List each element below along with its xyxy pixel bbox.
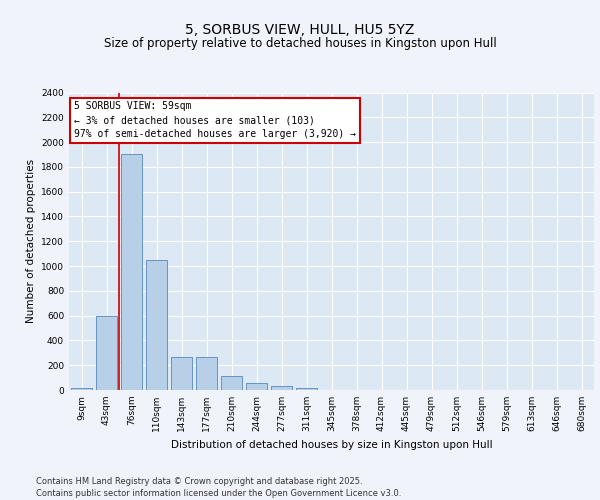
Bar xyxy=(271,386,292,390)
Bar xyxy=(171,356,192,390)
Bar xyxy=(221,376,242,390)
Text: Contains HM Land Registry data © Crown copyright and database right 2025.
Contai: Contains HM Land Registry data © Crown c… xyxy=(36,476,401,498)
Bar xyxy=(246,383,267,390)
Bar xyxy=(96,316,117,390)
Y-axis label: Number of detached properties: Number of detached properties xyxy=(26,159,35,324)
Bar xyxy=(146,260,167,390)
Bar xyxy=(196,356,217,390)
X-axis label: Distribution of detached houses by size in Kingston upon Hull: Distribution of detached houses by size … xyxy=(170,440,493,450)
Text: 5, SORBUS VIEW, HULL, HU5 5YZ: 5, SORBUS VIEW, HULL, HU5 5YZ xyxy=(185,22,415,36)
Bar xyxy=(296,388,317,390)
Text: 5 SORBUS VIEW: 59sqm
← 3% of detached houses are smaller (103)
97% of semi-detac: 5 SORBUS VIEW: 59sqm ← 3% of detached ho… xyxy=(74,102,356,140)
Text: Size of property relative to detached houses in Kingston upon Hull: Size of property relative to detached ho… xyxy=(104,38,496,51)
Bar xyxy=(71,388,92,390)
Bar xyxy=(121,154,142,390)
